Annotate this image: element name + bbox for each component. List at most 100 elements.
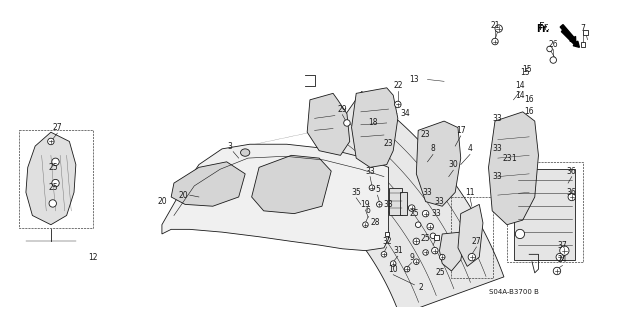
Text: 10: 10: [388, 265, 398, 274]
Text: 23: 23: [420, 130, 431, 138]
Text: 33: 33: [493, 145, 502, 153]
Ellipse shape: [415, 222, 421, 227]
Text: 33: 33: [384, 200, 394, 209]
Text: 33: 33: [365, 167, 375, 175]
Ellipse shape: [413, 259, 419, 264]
Ellipse shape: [560, 246, 569, 255]
Ellipse shape: [468, 253, 476, 261]
Text: 24: 24: [557, 256, 567, 264]
Polygon shape: [417, 121, 461, 206]
Text: 15: 15: [521, 68, 531, 77]
Text: 36: 36: [567, 167, 577, 175]
Ellipse shape: [427, 223, 433, 230]
Bar: [507, 162, 583, 262]
Text: 21: 21: [490, 21, 500, 30]
Text: 33: 33: [432, 209, 442, 218]
Bar: [400, 192, 407, 215]
Text: 25: 25: [49, 163, 58, 172]
Ellipse shape: [408, 205, 415, 211]
Text: 16: 16: [524, 108, 534, 116]
Ellipse shape: [568, 193, 575, 201]
Text: 34: 34: [401, 109, 410, 118]
Polygon shape: [298, 92, 504, 315]
Text: 17: 17: [456, 126, 465, 135]
Ellipse shape: [404, 266, 410, 272]
Text: 4: 4: [468, 145, 472, 153]
Text: 20: 20: [157, 197, 167, 206]
Text: Fr.: Fr.: [536, 24, 550, 33]
Polygon shape: [351, 88, 398, 167]
Ellipse shape: [49, 200, 56, 207]
Text: 27: 27: [52, 123, 62, 132]
Text: 7: 7: [580, 24, 586, 33]
Ellipse shape: [440, 254, 445, 260]
Text: 37: 37: [557, 241, 568, 249]
Text: 23: 23: [502, 154, 512, 163]
Bar: [580, 42, 585, 47]
Text: 26: 26: [548, 40, 558, 49]
Bar: [583, 30, 588, 34]
Ellipse shape: [52, 179, 60, 187]
Ellipse shape: [344, 120, 350, 126]
Text: 20: 20: [179, 191, 188, 200]
Ellipse shape: [547, 46, 552, 52]
Ellipse shape: [47, 138, 54, 145]
Polygon shape: [252, 155, 332, 214]
Polygon shape: [488, 112, 538, 225]
Ellipse shape: [395, 101, 401, 108]
Text: 33: 33: [493, 114, 502, 123]
Text: 18: 18: [368, 118, 378, 128]
Ellipse shape: [423, 250, 428, 255]
Text: S04A-B3700 B: S04A-B3700 B: [488, 289, 538, 295]
Text: 11: 11: [465, 188, 475, 197]
Text: 15: 15: [522, 65, 532, 74]
Ellipse shape: [495, 25, 502, 32]
Text: 28: 28: [371, 219, 380, 227]
FancyArrow shape: [560, 25, 576, 42]
Ellipse shape: [381, 252, 387, 257]
Polygon shape: [307, 93, 349, 155]
FancyArrow shape: [561, 29, 579, 47]
Ellipse shape: [515, 229, 525, 239]
Text: 9: 9: [409, 253, 414, 262]
Text: 25: 25: [420, 234, 431, 243]
Text: 36: 36: [567, 188, 577, 197]
Polygon shape: [26, 132, 76, 225]
Polygon shape: [162, 144, 388, 251]
Ellipse shape: [413, 238, 420, 245]
Text: 1: 1: [511, 154, 516, 163]
Ellipse shape: [363, 222, 368, 227]
Ellipse shape: [430, 233, 436, 239]
Bar: [388, 188, 403, 215]
Text: Fr.: Fr.: [538, 22, 550, 32]
Ellipse shape: [52, 158, 60, 166]
Bar: [385, 232, 388, 236]
Ellipse shape: [390, 261, 396, 266]
Text: 33: 33: [422, 188, 432, 197]
Text: 35: 35: [351, 188, 361, 197]
Text: 25: 25: [49, 183, 58, 192]
Text: 3: 3: [227, 142, 232, 151]
Bar: [435, 235, 439, 240]
Text: 33: 33: [435, 197, 444, 206]
Text: 16: 16: [524, 95, 534, 104]
Ellipse shape: [553, 267, 561, 275]
Text: 33: 33: [493, 172, 502, 181]
Ellipse shape: [431, 248, 438, 254]
Polygon shape: [458, 204, 483, 266]
Ellipse shape: [556, 253, 563, 261]
Text: 5: 5: [375, 185, 380, 194]
Ellipse shape: [422, 211, 429, 217]
Text: 8: 8: [431, 145, 435, 153]
Text: 27: 27: [472, 237, 481, 246]
Polygon shape: [171, 162, 245, 206]
Text: 22: 22: [393, 81, 403, 91]
Ellipse shape: [369, 185, 374, 190]
Text: 2: 2: [419, 283, 423, 292]
Text: 25: 25: [436, 268, 445, 277]
Text: 29: 29: [337, 105, 347, 114]
Text: 25: 25: [410, 209, 419, 218]
Ellipse shape: [550, 57, 557, 63]
Text: 30: 30: [449, 160, 458, 169]
Text: 23: 23: [384, 139, 394, 148]
